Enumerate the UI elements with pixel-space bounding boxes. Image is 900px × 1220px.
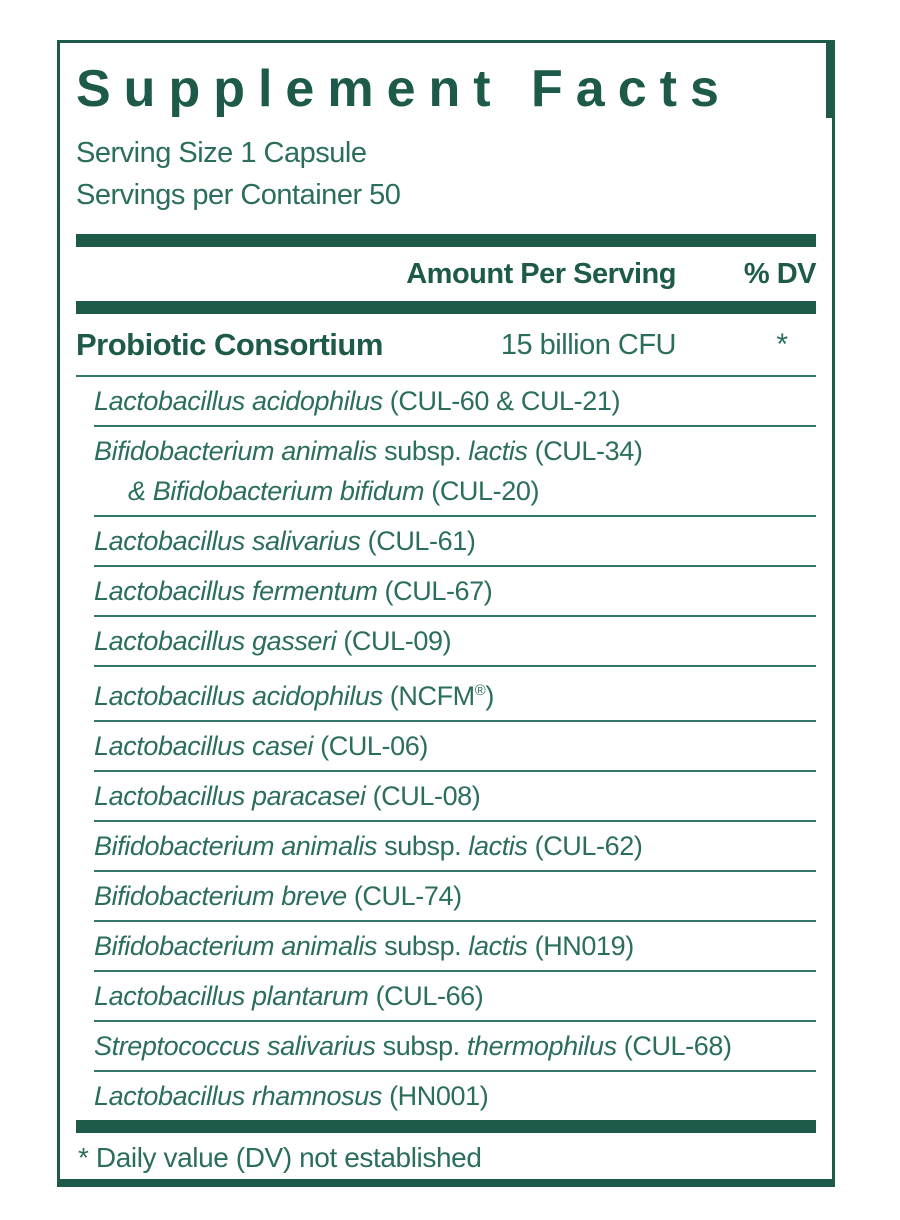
strain-code: subsp.	[377, 931, 469, 961]
organism-name: Lactobacillus fermentum	[94, 576, 378, 606]
ingredient-line: Lactobacillus acidophilus (NCFM®)	[94, 671, 816, 716]
organism-name: thermophilus	[466, 1031, 617, 1061]
strain-code: (HN019)	[527, 931, 635, 961]
strain-code: (CUL-67)	[377, 576, 493, 606]
column-header-percent-dv: % DV	[743, 258, 817, 290]
ingredient-row: Lactobacillus paracasei (CUL-08)	[94, 772, 816, 822]
title-right-accent-bar	[826, 40, 835, 118]
ingredient-line: Bifidobacterium animalis subsp. lactis (…	[94, 926, 816, 966]
ingredient-line: Lactobacillus gasseri (CUL-09)	[94, 621, 816, 661]
column-header-row: Amount Per Serving % DV	[76, 247, 816, 301]
ingredient-row: Lactobacillus acidophilus (CUL-60 & CUL-…	[94, 377, 816, 427]
supplement-facts-panel: Supplement Facts Serving Size 1 Capsule …	[57, 40, 835, 1187]
ingredient-list: Lactobacillus acidophilus (CUL-60 & CUL-…	[94, 377, 816, 1120]
organism-name: Lactobacillus paracasei	[94, 781, 366, 811]
organism-name: Bifidobacterium animalis	[94, 831, 378, 861]
strain-code: (CUL-74)	[346, 881, 462, 911]
strain-code: subsp.	[377, 436, 469, 466]
organism-name: lactis	[468, 436, 528, 466]
strain-code: (CUL-34)	[527, 436, 643, 466]
strain-code: )	[485, 681, 494, 711]
ingredient-row: Lactobacillus gasseri (CUL-09)	[94, 617, 816, 667]
strain-code: (CUL-20)	[424, 476, 540, 506]
ingredient-row: Lactobacillus salivarius (CUL-61)	[94, 517, 816, 567]
daily-value-footnote: * Daily value (DV) not established	[78, 1142, 482, 1173]
probiotic-consortium-amount: 15 billion CFU	[500, 328, 677, 361]
ingredient-line: Bifidobacterium animalis subsp. lactis (…	[94, 826, 816, 866]
ingredient-line: Lactobacillus rhamnosus (HN001)	[94, 1076, 816, 1116]
ingredient-line: Bifidobacterium animalis subsp. lactis (…	[94, 431, 816, 471]
divider-thick-under-header	[76, 301, 816, 314]
organism-name: Lactobacillus rhamnosus	[94, 1081, 382, 1111]
ingredient-line: Lactobacillus salivarius (CUL-61)	[94, 521, 816, 561]
organism-name: Lactobacillus salivarius	[94, 526, 361, 556]
ingredient-row: Streptococcus salivarius subsp. thermoph…	[94, 1022, 816, 1072]
strain-code: (CUL-61)	[360, 526, 476, 556]
organism-name: lactis	[468, 831, 528, 861]
registered-trademark-symbol: ®	[474, 683, 486, 699]
organism-name: Bifidobacterium breve	[94, 881, 347, 911]
ingredient-row: Bifidobacterium animalis subsp. lactis (…	[94, 427, 816, 517]
organism-name: & Bifidobacterium bifidum	[128, 476, 425, 506]
organism-name: lactis	[468, 931, 528, 961]
probiotic-consortium-name: Probiotic Consortium	[76, 327, 383, 362]
strain-code: (NCFM	[382, 681, 475, 711]
ingredient-line: Lactobacillus plantarum (CUL-66)	[94, 976, 816, 1016]
probiotic-consortium-dv-asterisk: *	[776, 328, 788, 361]
divider-thick-footer	[76, 1120, 816, 1133]
strain-code: (CUL-62)	[527, 831, 643, 861]
ingredient-row: Bifidobacterium animalis subsp. lactis (…	[94, 822, 816, 872]
ingredient-row: Lactobacillus fermentum (CUL-67)	[94, 567, 816, 617]
divider-thick-top	[76, 234, 816, 247]
ingredient-row: Bifidobacterium breve (CUL-74)	[94, 872, 816, 922]
ingredient-row: Lactobacillus rhamnosus (HN001)	[94, 1072, 816, 1120]
strain-code: (HN001)	[381, 1081, 489, 1111]
ingredient-row: Lactobacillus casei (CUL-06)	[94, 722, 816, 772]
panel-title: Supplement Facts	[76, 60, 732, 118]
organism-name: Bifidobacterium animalis	[94, 436, 378, 466]
ingredient-row: Bifidobacterium animalis subsp. lactis (…	[94, 922, 816, 972]
strain-code: (CUL-09)	[336, 626, 452, 656]
organism-name: Lactobacillus casei	[94, 731, 314, 761]
ingredient-line: Bifidobacterium breve (CUL-74)	[94, 876, 816, 916]
ingredient-line: Streptococcus salivarius subsp. thermoph…	[94, 1026, 816, 1066]
ingredient-line: Lactobacillus paracasei (CUL-08)	[94, 776, 816, 816]
ingredient-line-continued: & Bifidobacterium bifidum (CUL-20)	[94, 471, 816, 511]
strain-code: (CUL-06)	[313, 731, 428, 761]
serving-size-text: Serving Size 1 Capsule	[76, 137, 367, 169]
probiotic-consortium-left: Probiotic Consortium 15 billion CFU	[76, 327, 677, 363]
ingredient-row: Lactobacillus acidophilus (NCFM®)	[94, 667, 816, 722]
strain-code: (CUL-66)	[368, 981, 484, 1011]
organism-name: Streptococcus salivarius	[94, 1031, 376, 1061]
ingredient-line: Lactobacillus casei (CUL-06)	[94, 726, 816, 766]
strain-code: (CUL-68)	[616, 1031, 732, 1061]
ingredient-row: Lactobacillus plantarum (CUL-66)	[94, 972, 816, 1022]
probiotic-consortium-row: Probiotic Consortium 15 billion CFU *	[76, 314, 816, 377]
strain-code: (CUL-60 & CUL-21)	[382, 386, 621, 416]
strain-code: (CUL-08)	[365, 781, 481, 811]
organism-name: Lactobacillus gasseri	[94, 626, 337, 656]
organism-name: Lactobacillus plantarum	[94, 981, 369, 1011]
ingredient-line: Lactobacillus fermentum (CUL-67)	[94, 571, 816, 611]
organism-name: Lactobacillus acidophilus	[94, 681, 383, 711]
servings-per-container-text: Servings per Container 50	[76, 179, 401, 211]
organism-name: Lactobacillus acidophilus	[94, 386, 383, 416]
strain-code: subsp.	[375, 1031, 467, 1061]
strain-code: subsp.	[377, 831, 469, 861]
column-header-amount-per-serving: Amount Per Serving	[406, 258, 676, 290]
organism-name: Bifidobacterium animalis	[94, 931, 378, 961]
ingredient-line: Lactobacillus acidophilus (CUL-60 & CUL-…	[94, 381, 816, 421]
